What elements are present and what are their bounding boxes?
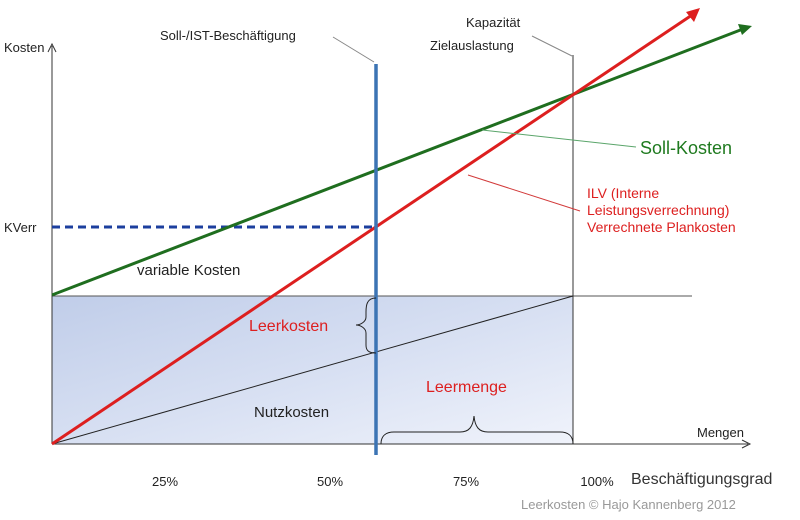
ilv-leader bbox=[467, 174, 581, 212]
x-tick-label: 75% bbox=[453, 474, 479, 489]
kverr-label: KVerr bbox=[4, 220, 37, 235]
leermenge-label: Leermenge bbox=[426, 379, 507, 396]
x-axis-title: Beschäftigungsgrad bbox=[631, 471, 772, 488]
soll-leader bbox=[481, 129, 637, 148]
x-axis-arrow-icon bbox=[741, 439, 752, 449]
copyright-footer: Leerkosten © Hajo Kannenberg 2012 bbox=[521, 497, 736, 512]
y-axis-label: Kosten bbox=[4, 40, 44, 55]
leerkosten-label: Leerkosten bbox=[249, 318, 328, 335]
x-tick-label: 25% bbox=[152, 474, 178, 489]
kap-leader bbox=[531, 35, 573, 57]
x-tick-label: 100% bbox=[580, 474, 614, 489]
y-axis-arrow-icon bbox=[47, 42, 57, 53]
ilv-label-line1: ILV (Interne bbox=[587, 185, 659, 201]
variable-costs-label: variable Kosten bbox=[137, 262, 240, 279]
ilv-label-line2: Leistungsverrechnung) bbox=[587, 202, 729, 218]
x-axis-label: Mengen bbox=[697, 425, 744, 440]
capacity-annotation: Kapazität bbox=[466, 15, 521, 30]
x-tick-label: 50% bbox=[317, 474, 343, 489]
soll-kosten-line bbox=[51, 27, 744, 297]
soll-kosten-label: Soll-Kosten bbox=[640, 138, 732, 158]
nutzkosten-label: Nutzkosten bbox=[254, 404, 329, 421]
soll-arrow-icon bbox=[738, 24, 752, 35]
target-utilization-annotation: Zielauslastung bbox=[430, 38, 514, 53]
ilv-arrow-icon bbox=[686, 8, 700, 22]
ist-annotation: Soll-/IST-Beschäftigung bbox=[160, 28, 296, 43]
ilv-label-line3: Verrechnete Plankosten bbox=[587, 219, 736, 235]
ilv-line bbox=[51, 13, 693, 446]
leermenge-brace bbox=[380, 415, 574, 445]
nutzkosten-line bbox=[51, 295, 574, 445]
leerkosten-brace bbox=[355, 297, 377, 354]
ist-leader bbox=[332, 36, 375, 63]
